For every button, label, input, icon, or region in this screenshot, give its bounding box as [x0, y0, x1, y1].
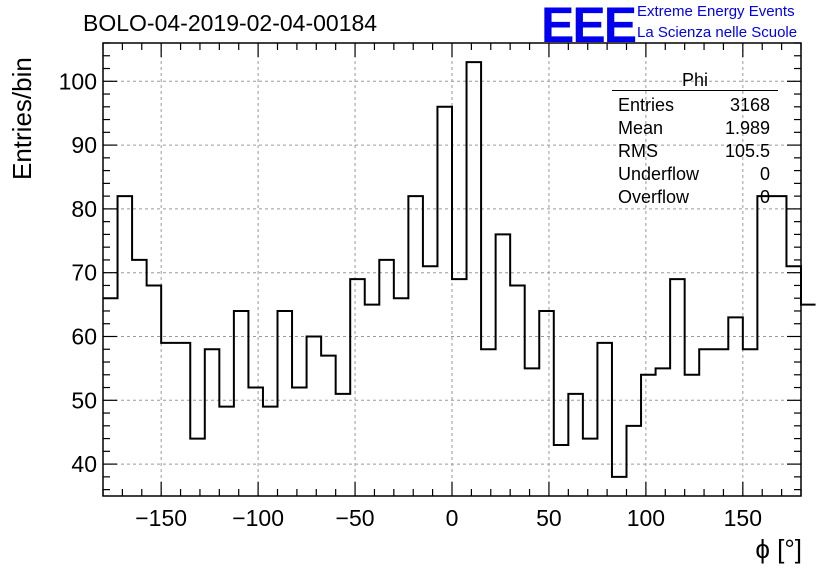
stats-row-mean: Mean 1.989	[612, 117, 778, 140]
logo-line-1: Extreme Energy Events	[637, 3, 795, 20]
histogram-bin	[699, 349, 714, 496]
x-tick-label: 0	[446, 505, 459, 531]
stats-label: RMS	[618, 141, 658, 161]
x-tick-label: −100	[232, 505, 284, 531]
x-tick-label: −150	[135, 505, 187, 531]
histogram-bin	[336, 394, 351, 496]
histogram-bin	[394, 298, 409, 496]
histogram-bin	[147, 285, 162, 496]
histogram-bin	[685, 375, 700, 496]
histogram-bin	[481, 349, 496, 496]
histogram-bin	[714, 349, 729, 496]
y-tick-label: 70	[71, 260, 97, 286]
histogram-bin	[801, 305, 816, 496]
histogram-bin	[408, 196, 423, 496]
stats-label: Overflow	[618, 187, 690, 207]
histogram-bin	[612, 477, 627, 496]
histogram-bin	[554, 445, 569, 496]
histogram-bin	[103, 298, 118, 496]
histogram-bin	[670, 279, 685, 496]
x-tick-label: −50	[336, 505, 375, 531]
eee-logo: EEE	[541, 0, 637, 53]
histogram-bin	[379, 260, 394, 496]
histogram-bin	[365, 305, 380, 496]
histogram-bin	[728, 317, 743, 496]
histogram-bin	[437, 107, 452, 496]
x-tick-label: 150	[724, 505, 762, 531]
stats-label: Mean	[618, 118, 664, 138]
histogram-bin	[176, 343, 191, 496]
histogram-bin	[496, 234, 511, 496]
stats-value: 1.989	[724, 118, 770, 138]
histogram-bin	[656, 368, 671, 496]
stats-label: Entries	[618, 95, 675, 115]
histogram-bin	[597, 343, 612, 496]
y-tick-label: 50	[71, 387, 97, 413]
histogram-bin	[219, 407, 234, 496]
stats-value: 0	[759, 164, 770, 184]
histogram-bin	[786, 266, 801, 496]
histogram-bin	[263, 407, 278, 496]
x-tick-label: 100	[627, 505, 665, 531]
y-tick-label: 60	[71, 323, 97, 349]
histogram-bin	[583, 439, 598, 496]
histogram-bin	[525, 368, 540, 496]
histogram-series	[103, 61, 816, 478]
chart-title: BOLO-04-2019-02-04-00184	[83, 10, 378, 36]
y-tick-label: 80	[71, 196, 97, 222]
histogram-bin	[118, 196, 133, 496]
histogram-bin	[743, 349, 758, 496]
histogram-bin	[467, 62, 482, 496]
stats-row-overflow: Overflow 0	[612, 186, 778, 209]
histogram-bin	[132, 260, 147, 496]
histogram-bin	[161, 343, 176, 496]
x-axis-label: ϕ [°]	[755, 534, 802, 564]
histogram-bin	[757, 196, 772, 496]
y-axis-label: Entries/bin	[7, 57, 37, 180]
histogram-bin	[321, 356, 336, 496]
histogram-bin	[307, 336, 322, 496]
stats-label: Underflow	[618, 164, 700, 184]
histogram-bin	[452, 279, 467, 496]
stats-row-rms: RMS 105.5	[612, 140, 778, 163]
stats-title: Phi	[612, 70, 778, 91]
histogram-bin	[568, 394, 583, 496]
stats-row-entries: Entries 3168	[612, 94, 778, 117]
histogram-bin	[292, 388, 307, 496]
histogram-bin	[190, 439, 205, 496]
y-tick-label: 90	[71, 132, 97, 158]
histogram-bin	[234, 311, 249, 496]
y-tick-label: 40	[71, 451, 97, 477]
histogram-bin	[627, 426, 642, 496]
x-tick-label: 50	[536, 505, 562, 531]
histogram-bin	[350, 279, 365, 496]
stats-value: 0	[759, 187, 770, 207]
histogram-bin	[248, 388, 263, 496]
histogram-bin	[423, 266, 438, 496]
stats-row-underflow: Underflow 0	[612, 163, 778, 186]
histogram-bin	[641, 375, 656, 496]
stats-value: 105.5	[724, 141, 770, 161]
logo-line-2: La Scienza nelle Scuole	[637, 24, 798, 41]
histogram-bin	[205, 349, 220, 496]
histogram-bin	[510, 285, 525, 496]
stats-value: 3168	[729, 95, 770, 115]
histogram-bin	[772, 196, 787, 496]
stats-box: Phi Entries 3168 Mean 1.989 RMS 105.5 Un…	[612, 70, 778, 209]
histogram-bin	[278, 311, 293, 496]
y-tick-label: 100	[59, 68, 97, 94]
histogram-bin	[539, 311, 554, 496]
